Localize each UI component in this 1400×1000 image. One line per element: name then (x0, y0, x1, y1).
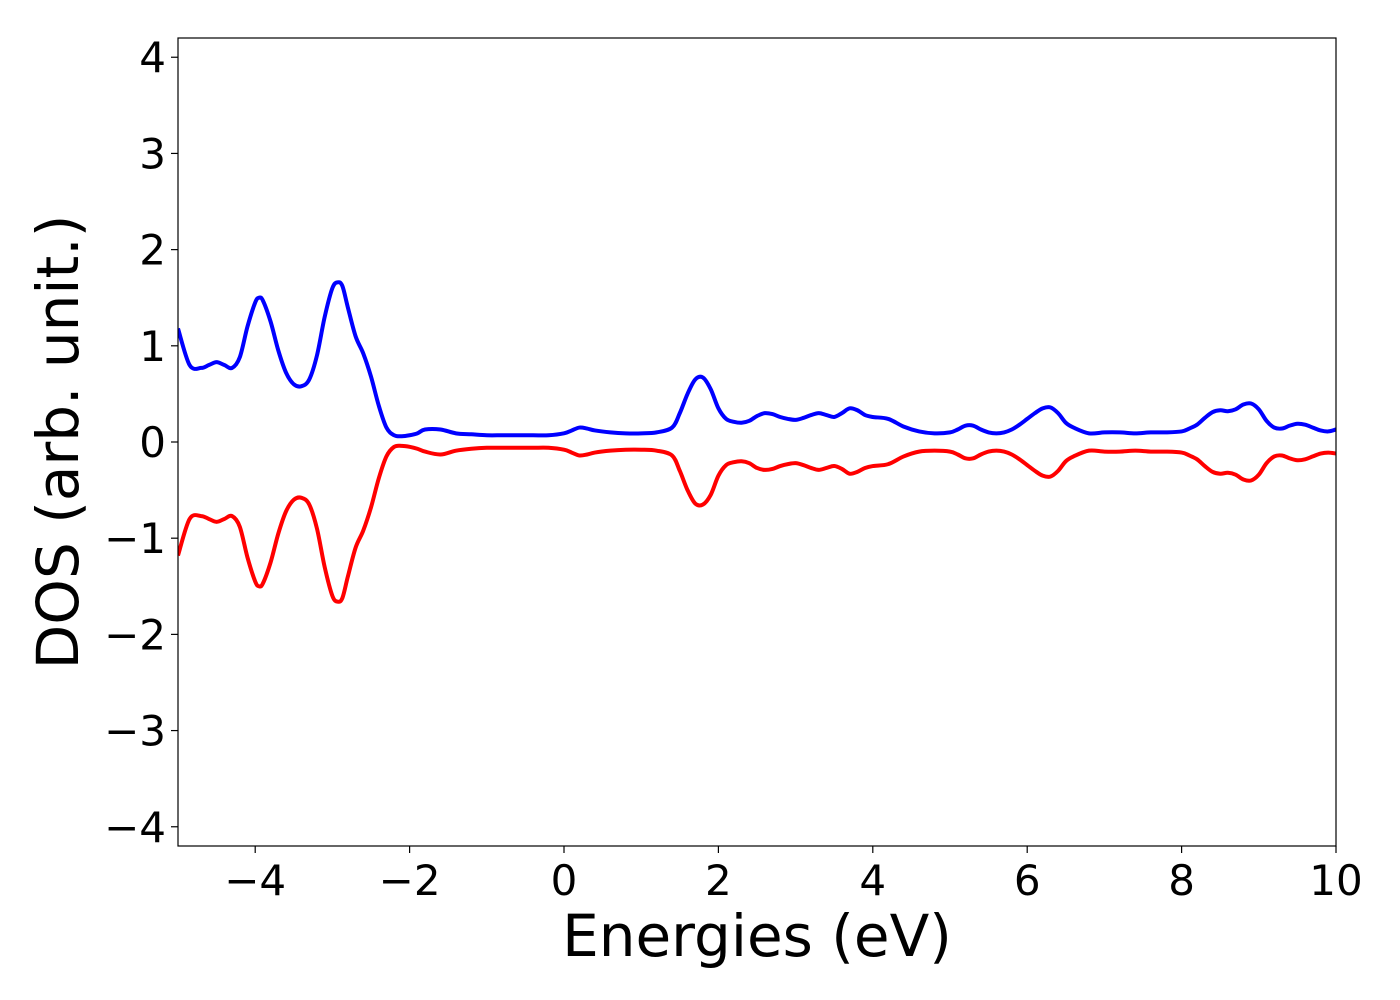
y-tick-label: 3 (139, 129, 166, 178)
y-tick-label: 1 (139, 322, 166, 371)
y-tick-label: −1 (104, 514, 166, 563)
x-tick-label: 8 (1168, 856, 1195, 905)
y-axis-label: DOS (arb. unit.) (24, 215, 92, 670)
plot-frame (177, 37, 1337, 847)
x-axis-label: Energies (eV) (562, 902, 952, 970)
x-axis-ticks: −4 −2 0 2 4 6 8 10 (224, 846, 1363, 905)
x-tick-label: 2 (705, 856, 732, 905)
y-tick-label: 0 (139, 418, 166, 467)
x-tick-label: −2 (379, 856, 441, 905)
y-axis-ticks: −4 −3 −2 −1 0 1 2 3 4 (104, 33, 178, 852)
y-tick-label: 2 (139, 226, 166, 275)
series-layer (178, 280, 1336, 604)
x-tick-label: −4 (224, 856, 286, 905)
series-line-2 (178, 443, 1336, 604)
series-line-1 (178, 280, 1336, 439)
y-tick-label: 4 (139, 33, 166, 82)
y-tick-label: −2 (104, 610, 166, 659)
x-tick-label: 6 (1014, 856, 1041, 905)
x-tick-label: 0 (551, 856, 578, 905)
y-tick-label: −4 (104, 803, 166, 852)
x-tick-label: 10 (1309, 856, 1362, 905)
x-tick-label: 4 (859, 856, 886, 905)
y-tick-label: −3 (104, 707, 166, 756)
